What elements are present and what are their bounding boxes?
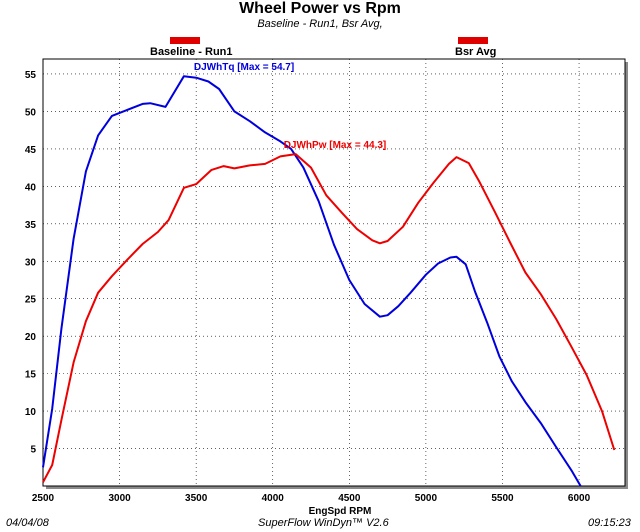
y-tick-label: 25 — [25, 295, 37, 306]
legend-label-bsr-avg: Bsr Avg — [455, 46, 497, 58]
series-annotation-djwhpw: DJWhPw [Max = 44.3] — [284, 140, 387, 151]
legend-swatch-baseline — [170, 37, 200, 44]
x-tick-label: 5500 — [491, 493, 514, 504]
y-tick-label: 35 — [25, 220, 37, 231]
x-axis-label: EngSpd RPM — [309, 506, 372, 517]
footer-date: 04/04/08 — [6, 517, 49, 529]
x-tick-label: 4500 — [338, 493, 361, 504]
chart-title: Wheel Power vs Rpm — [239, 0, 401, 17]
series-line-djwhpw — [42, 153, 616, 483]
y-tick-label: 45 — [25, 145, 37, 156]
x-tick-label: 4000 — [262, 493, 285, 504]
legend-swatch-bsr-avg — [458, 37, 488, 44]
y-tick-label: 10 — [25, 407, 37, 418]
y-tick-label: 55 — [25, 70, 37, 81]
x-tick-label: 3500 — [185, 493, 208, 504]
y-tick-label: 15 — [25, 370, 37, 381]
series-line-djwhtq — [42, 75, 582, 487]
y-tick-label: 40 — [25, 182, 37, 193]
y-tick-label: 5 — [30, 445, 36, 456]
y-tick-label: 50 — [25, 107, 37, 118]
footer-time: 09:15:23 — [588, 517, 631, 529]
x-tick-label: 2500 — [32, 493, 55, 504]
x-tick-label: 5000 — [415, 493, 438, 504]
footer-software: SuperFlow WinDyn™ V2.6 — [258, 517, 389, 529]
x-tick-label: 6000 — [568, 493, 591, 504]
series-annotation-djwhtq: DJWhTq [Max = 54.7] — [194, 62, 294, 73]
plot-area — [42, 58, 626, 487]
chart-subtitle: Baseline - Run1, Bsr Avg, — [257, 18, 383, 30]
y-tick-label: 30 — [25, 257, 37, 268]
legend-label-baseline: Baseline - Run1 — [150, 46, 233, 58]
y-tick-label: 20 — [25, 332, 37, 343]
x-tick-label: 3000 — [108, 493, 131, 504]
